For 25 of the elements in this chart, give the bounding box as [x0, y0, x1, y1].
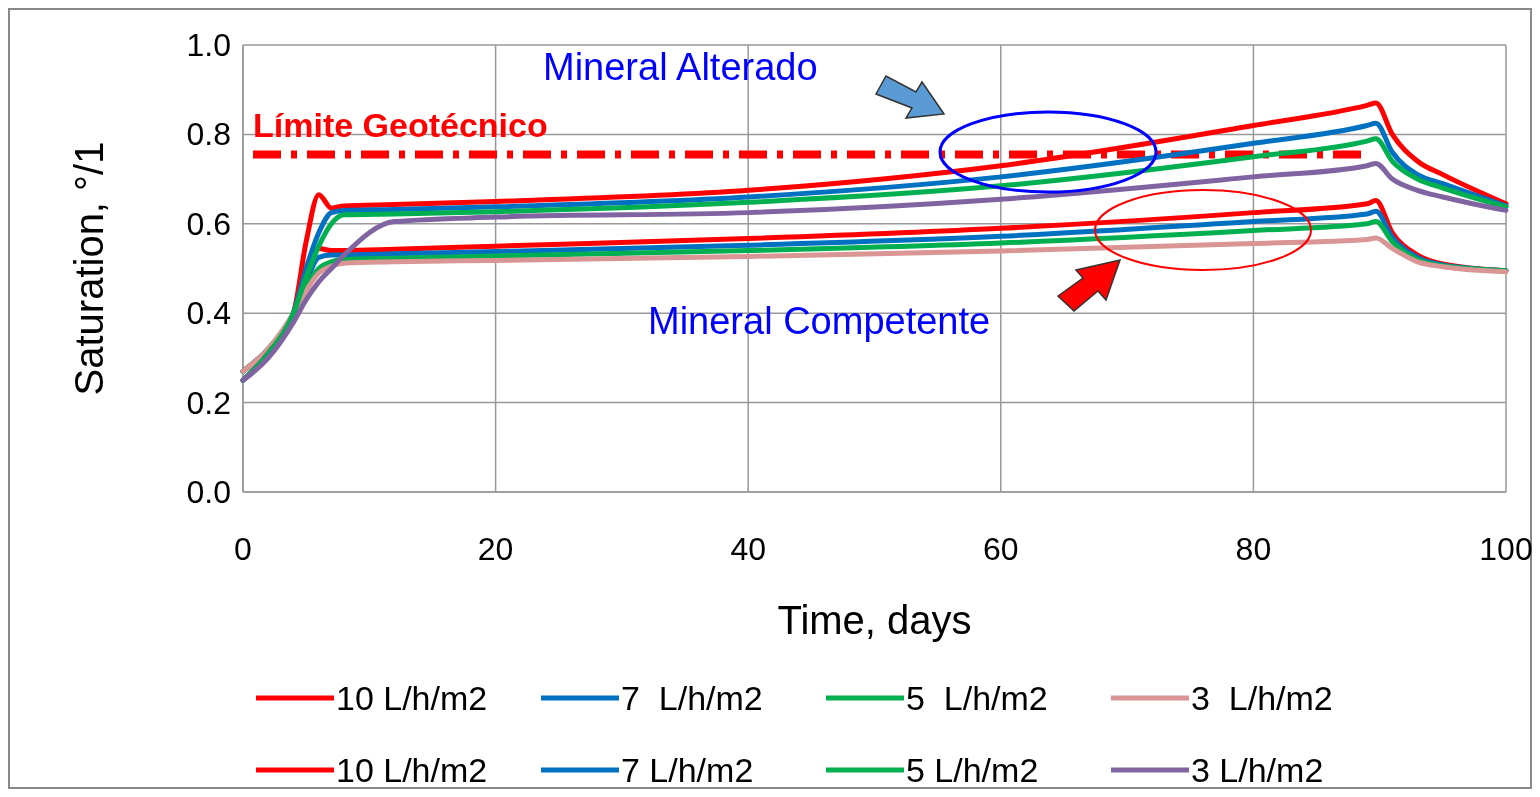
y-tick-label: 0.2 [186, 384, 231, 421]
x-tick-label: 20 [477, 531, 514, 567]
ref-line-label: Límite Geotécnico [253, 105, 548, 144]
legend-label: 5 L/h/m2 [906, 751, 1039, 789]
x-tick-label: 0 [234, 531, 252, 567]
x-tick-label: 100 [1479, 531, 1533, 567]
annotation: Mineral Competente [648, 300, 991, 342]
legend-label: 3 L/h/m2 [1191, 751, 1324, 789]
x-axis-title: Time, days [777, 598, 972, 642]
annotation: Mineral Alterado [543, 46, 818, 88]
y-tick-label: 0.0 [186, 474, 231, 510]
y-tick-label: 0.6 [186, 205, 231, 242]
x-tick-label: 80 [1235, 531, 1272, 567]
x-tick-label: 60 [983, 531, 1019, 567]
legend-label: 10 L/h/m2 [336, 679, 488, 717]
legend-label: 7 L/h/m2 [621, 751, 754, 789]
y-tick-label: 0.8 [186, 116, 231, 153]
x-tick-label: 40 [730, 531, 766, 567]
legend-label: 5 L/h/m2 [906, 679, 1048, 717]
legend-label: 3 L/h/m2 [1191, 679, 1333, 717]
y-tick-label: 0.4 [186, 295, 231, 332]
y-tick-label: 1.0 [186, 27, 231, 63]
legend-label: 7 L/h/m2 [621, 679, 763, 717]
legend-label: 10 L/h/m2 [336, 751, 488, 789]
y-axis-title: Saturation, °/1 [67, 141, 111, 396]
